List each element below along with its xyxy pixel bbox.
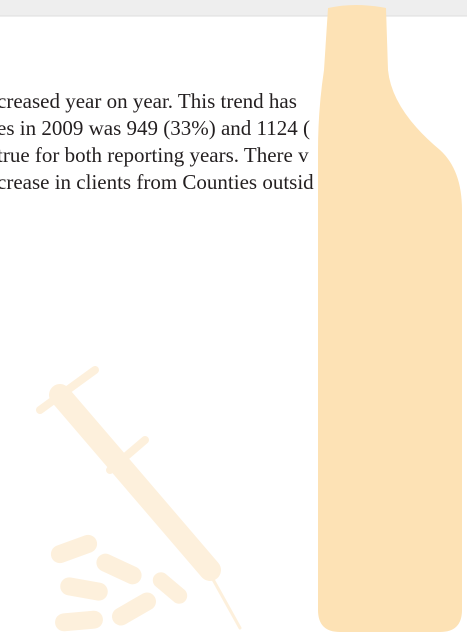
paragraph: creased year on year. This trend has es … [0, 88, 467, 196]
text-line: creased year on year. This trend has [0, 88, 467, 115]
page: creased year on year. This trend has es … [0, 0, 467, 637]
pills-icon [48, 532, 190, 632]
text-line: true for both reporting years. There v [0, 142, 467, 169]
text-line: es in 2009 was 949 (33%) and 1124 ( [0, 115, 467, 142]
top-bar [0, 0, 467, 16]
text-line: crease in clients from Counties outsid [0, 169, 467, 196]
